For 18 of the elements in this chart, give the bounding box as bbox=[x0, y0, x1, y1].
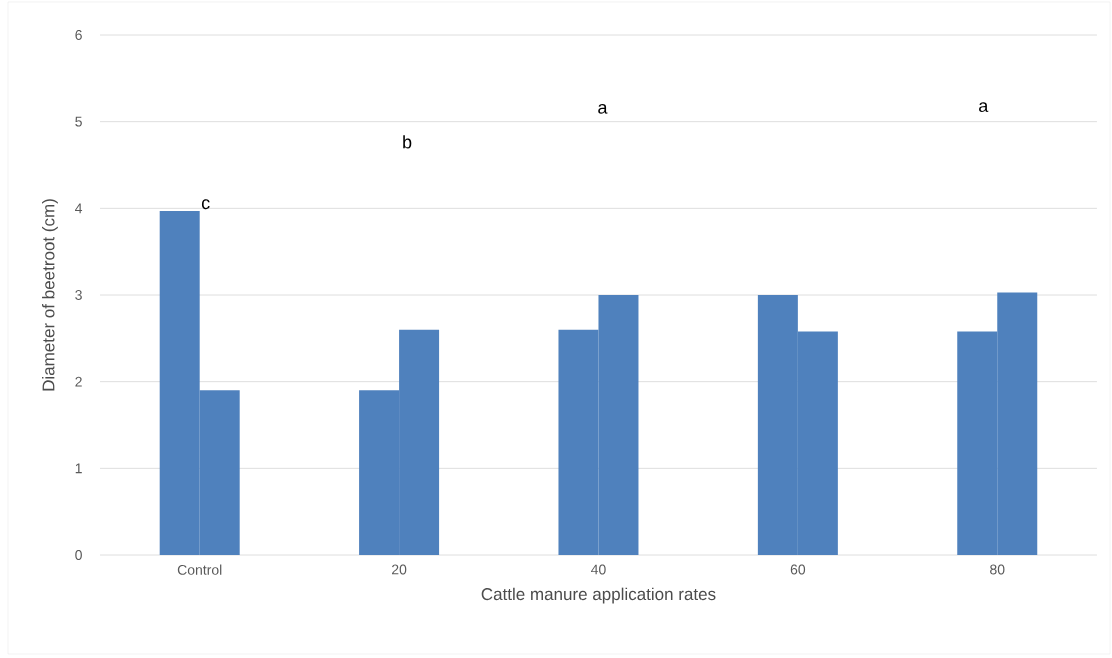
x-tick-label: 60 bbox=[790, 564, 806, 575]
y-tick-label: 2 bbox=[75, 376, 82, 387]
annotation: b bbox=[403, 135, 412, 149]
annotation: a bbox=[979, 102, 989, 113]
x-tick-label: Control bbox=[177, 564, 222, 575]
annotation: a bbox=[598, 103, 608, 114]
x-tick-label: 40 bbox=[591, 564, 606, 575]
annotation: c bbox=[201, 199, 210, 210]
y-tick-label: 3 bbox=[75, 290, 82, 300]
x-tick-label: 20 bbox=[392, 564, 407, 575]
y-tick-label: 5 bbox=[75, 116, 82, 127]
y-tick-label: 6 bbox=[75, 30, 82, 40]
y-tick-label: 1 bbox=[75, 463, 82, 474]
x-tick-label: 80 bbox=[990, 564, 1005, 575]
y-axis-title: Diameter of beetroot (cm) bbox=[42, 199, 58, 391]
y-tick-label: 0 bbox=[75, 550, 82, 560]
x-axis-title: Cattle manure application rates bbox=[481, 587, 716, 604]
y-tick-label: 4 bbox=[75, 203, 83, 214]
